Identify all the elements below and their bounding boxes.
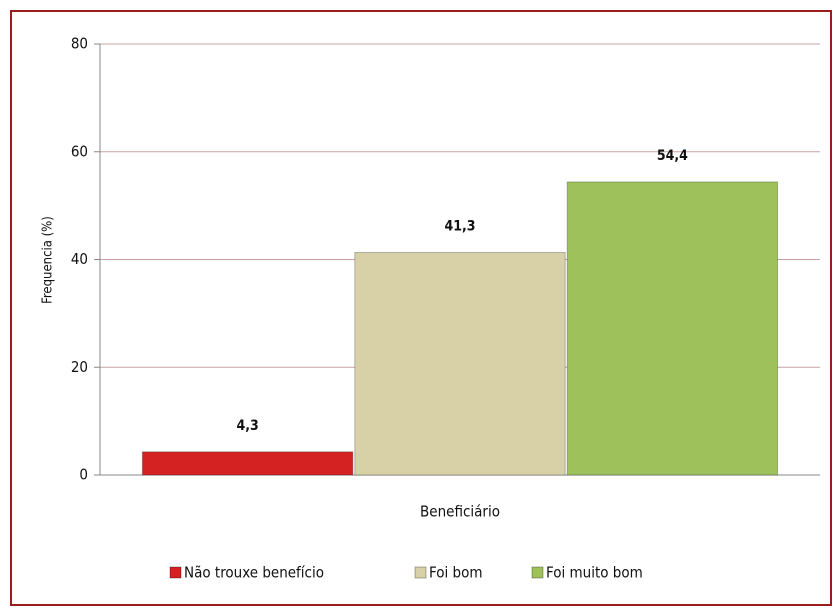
bar <box>566 181 779 476</box>
legend-label: Foi bom <box>429 564 483 582</box>
value-label: 4,3 <box>236 418 258 434</box>
y-tick-label: 40 <box>71 250 88 268</box>
y-tick-label: 0 <box>79 466 88 484</box>
y-tick-label: 80 <box>71 35 88 53</box>
bar <box>354 251 566 476</box>
y-tick-label: 60 <box>71 142 88 160</box>
legend-swatch <box>531 566 544 579</box>
value-label: 54,4 <box>657 148 688 164</box>
legend-label: Não trouxe benefício <box>184 564 324 582</box>
bar <box>141 451 354 476</box>
legend-swatch <box>414 566 427 579</box>
y-axis-label: Frequencia (%) <box>41 216 56 304</box>
legend-label: Foi muito bom <box>546 564 643 582</box>
x-tick-label: Beneficiário <box>420 503 500 521</box>
legend-swatch <box>169 566 182 579</box>
value-label: 41,3 <box>444 218 475 234</box>
y-tick-label: 20 <box>71 358 88 376</box>
